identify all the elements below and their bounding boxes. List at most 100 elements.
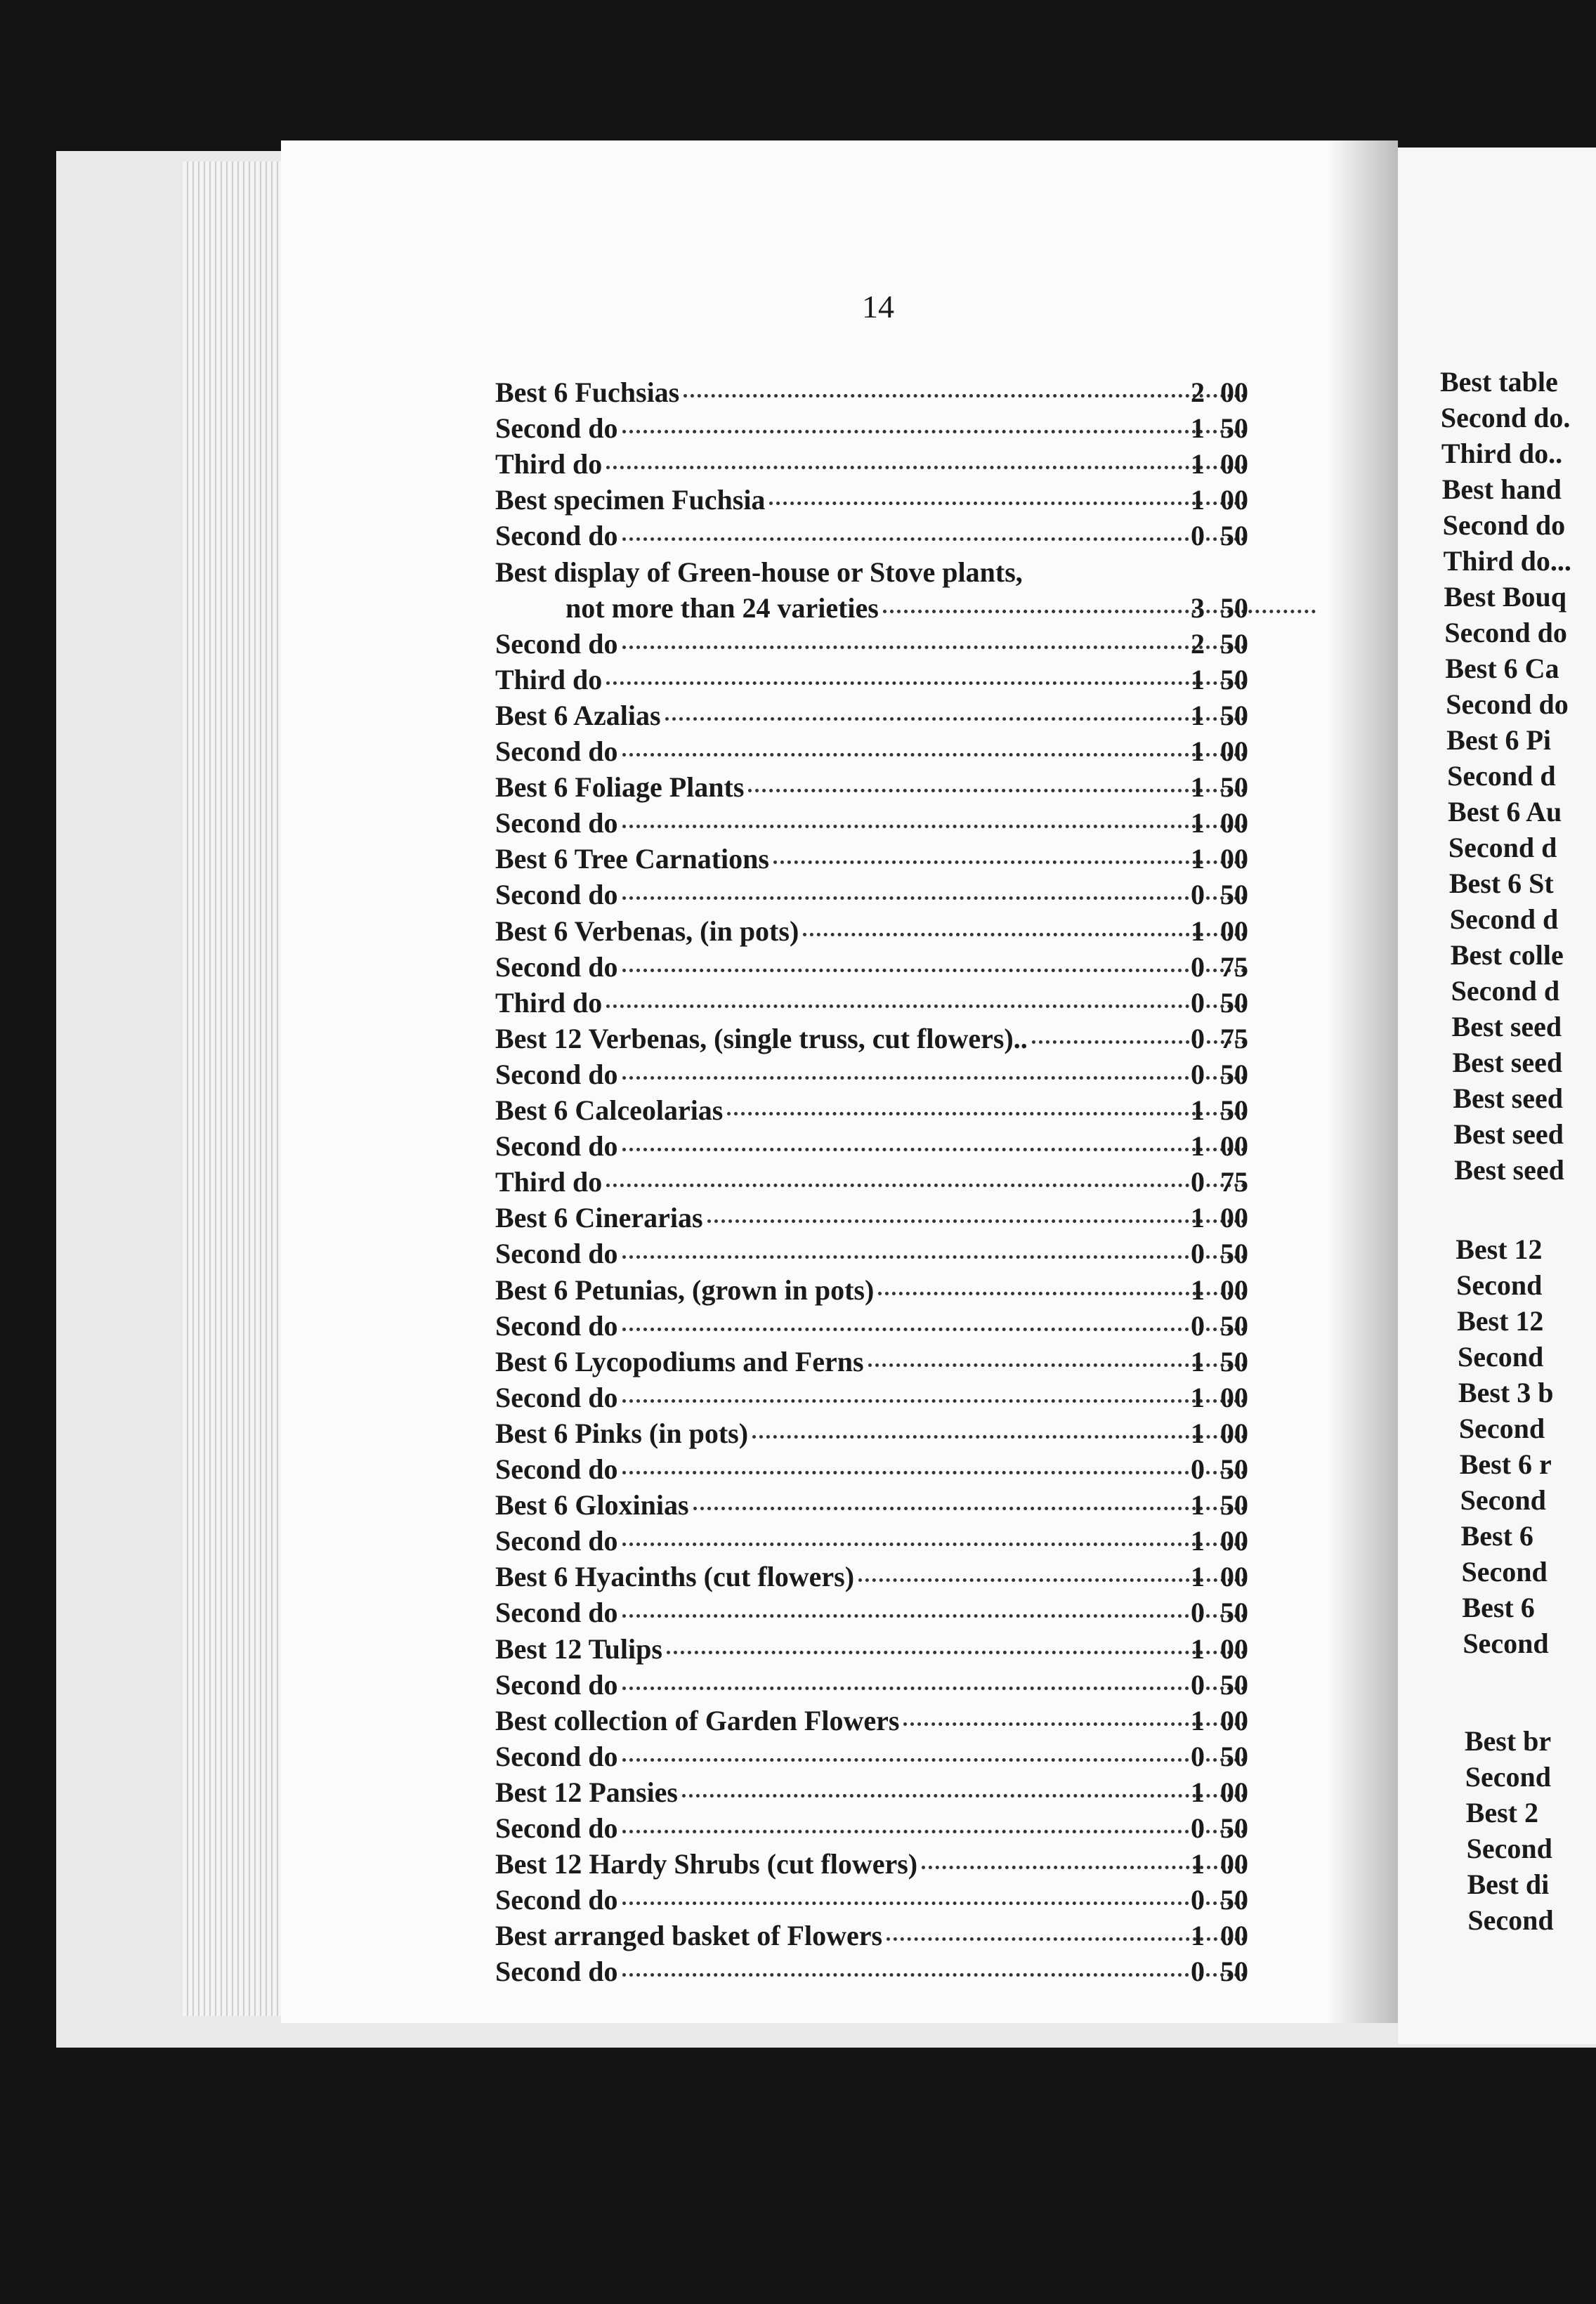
leader-dots <box>622 1399 1245 1403</box>
prize-label: Best 6 Tree Carnations <box>495 843 769 875</box>
leader-dots <box>622 1830 1245 1833</box>
prize-label: Second do <box>495 1740 618 1772</box>
prize-cents: 75 <box>1220 1166 1248 1198</box>
right-page-line: Second d <box>1448 832 1557 863</box>
leader-dots <box>622 537 1245 542</box>
leader-dots <box>1031 1040 1245 1044</box>
prize-dollars: 0 <box>1191 1956 1205 1988</box>
leader-dots <box>606 1004 1245 1008</box>
prize-label: Best 12 Verbenas, (single truss, cut flo… <box>495 1022 1028 1054</box>
prize-row: Third do 0 75 <box>495 1165 1254 1201</box>
prize-dollars: 1 <box>1191 1417 1205 1449</box>
prize-row: Best 6 Cinerarias 1 00 <box>495 1201 1254 1237</box>
prize-label: Second do <box>495 1812 618 1844</box>
right-page-line: Best seed <box>1451 1011 1562 1042</box>
prize-dollars: 1 <box>1191 1345 1205 1377</box>
prize-row: Best 6 Calceolarias 1 50 <box>495 1094 1254 1130</box>
prize-dollars: 1 <box>1191 771 1205 804</box>
prize-label: Best 6 Lycopodiums and Ferns <box>495 1345 864 1377</box>
leader-dots <box>622 1614 1245 1618</box>
leader-dots <box>727 1112 1245 1115</box>
prize-row: Second do 0 50 <box>495 1237 1254 1273</box>
prize-row: Second do 0 50 <box>495 1955 1254 1991</box>
prize-cents: 00 <box>1220 1274 1248 1306</box>
prize-label: not more than 24 varieties <box>565 591 879 624</box>
leader-dots <box>622 1973 1245 1977</box>
prize-label: Second do <box>495 879 618 911</box>
prize-dollars: 0 <box>1191 950 1205 983</box>
prize-label: Best 6 Foliage Plants <box>495 771 745 804</box>
prize-row: Second do 0 50 <box>495 1740 1254 1776</box>
prize-label: Best 6 Cinerarias <box>495 1202 703 1234</box>
right-page-line: Second d <box>1449 903 1559 935</box>
prize-cents: 00 <box>1220 448 1248 480</box>
leader-dots <box>882 609 1316 613</box>
leader-dots <box>622 1075 1245 1080</box>
right-page-line: Best seed <box>1453 1118 1564 1150</box>
prize-label: Best 6 Verbenas, (in pots) <box>495 915 799 947</box>
prize-label: Third do <box>495 448 603 480</box>
prize-row: Third do 0 50 <box>495 986 1254 1022</box>
prize-label: Second do <box>495 1453 618 1485</box>
right-page-line: Best table <box>1440 366 1558 398</box>
prize-label: Second do <box>495 1884 618 1916</box>
prize-cents: 50 <box>1220 1094 1248 1126</box>
leader-dots <box>622 1543 1245 1547</box>
gutter-shadow <box>1328 140 1398 2023</box>
leader-dots <box>622 645 1245 649</box>
prize-dollars: 0 <box>1191 1166 1205 1198</box>
prize-label: Second do <box>495 950 618 983</box>
prize-cents: 50 <box>1220 627 1248 660</box>
prize-dollars: 1 <box>1191 448 1205 480</box>
prize-cents: 00 <box>1220 484 1248 516</box>
prize-row: Third do 1 50 <box>495 663 1254 699</box>
prize-cents: 00 <box>1220 1525 1248 1557</box>
prize-row: Best 6 Foliage Plants 1 50 <box>495 771 1254 806</box>
prize-row: Best 6 Azalias 1 50 <box>495 699 1254 735</box>
prize-row: Third do 1 00 <box>495 447 1254 483</box>
prize-cents: 50 <box>1220 1956 1248 1988</box>
leader-dots <box>622 1686 1245 1690</box>
leader-dots <box>622 1327 1245 1331</box>
prize-row: not more than 24 varieties 3 50 <box>565 591 1324 627</box>
prize-dollars: 0 <box>1191 1022 1205 1054</box>
leader-dots <box>622 1758 1245 1762</box>
right-page-line: Second <box>1467 1904 1554 1936</box>
leader-dots <box>683 394 1245 398</box>
prize-dollars: 0 <box>1191 1058 1205 1090</box>
prize-label: Second do <box>495 1525 618 1557</box>
prize-dollars: 1 <box>1191 843 1205 875</box>
right-page-line: Best 6 Au <box>1448 796 1562 827</box>
prize-label: Best 6 Fuchsias <box>495 377 680 408</box>
prize-cents: 00 <box>1220 1920 1248 1952</box>
prize-label: Best 6 Azalias <box>495 699 661 731</box>
prize-row: Second do 0 50 <box>495 878 1254 914</box>
prize-row: Second do 1 00 <box>495 1381 1254 1417</box>
prize-row: Best 6 Fuchsias 2 00 <box>495 376 1254 412</box>
leader-dots <box>773 860 1245 865</box>
prize-cents: 50 <box>1220 520 1248 552</box>
prize-dollars: 1 <box>1191 735 1205 767</box>
prize-row: Best specimen Fuchsia 1 00 <box>495 483 1254 519</box>
right-page-line: Second do. <box>1440 402 1571 433</box>
prize-cents: 00 <box>1220 843 1248 875</box>
prize-label: Second do <box>495 807 618 839</box>
prize-row: Second do 0 50 <box>495 1453 1254 1488</box>
right-page-line: Second d <box>1447 760 1556 792</box>
prize-cents: 00 <box>1220 807 1248 839</box>
right-page-line: Second d <box>1451 975 1560 1007</box>
prize-row: Second do 0 50 <box>495 519 1254 555</box>
right-page-line: Second <box>1460 1484 1546 1516</box>
prize-label: Best specimen Fuchsia <box>495 484 766 516</box>
leader-dots <box>769 502 1245 506</box>
prize-row: Second do 1 00 <box>495 806 1254 842</box>
prize-cents: 50 <box>1220 986 1248 1019</box>
leader-dots <box>606 1184 1245 1188</box>
prize-row: Best 12 Hardy Shrubs (cut flowers) 1 00 <box>495 1847 1254 1883</box>
prize-dollars: 1 <box>1191 1274 1205 1306</box>
right-page-line: Best 6 Ca <box>1445 653 1559 684</box>
leader-dots <box>622 1902 1245 1906</box>
right-page-line: Best 6 Pi <box>1446 724 1552 756</box>
prize-cents: 75 <box>1220 1022 1248 1054</box>
